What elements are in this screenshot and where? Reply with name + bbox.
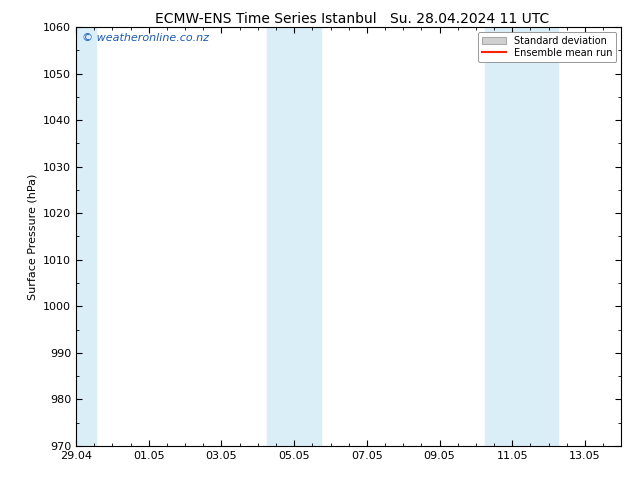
Bar [76,27,96,446]
Text: © weatheronline.co.nz: © weatheronline.co.nz [82,33,209,43]
Y-axis label: Surface Pressure (hPa): Surface Pressure (hPa) [27,173,37,299]
Bar [267,27,321,446]
Bar [485,27,558,446]
Text: Su. 28.04.2024 11 UTC: Su. 28.04.2024 11 UTC [389,12,549,26]
Text: ECMW-ENS Time Series Istanbul: ECMW-ENS Time Series Istanbul [155,12,377,26]
Legend: Standard deviation, Ensemble mean run: Standard deviation, Ensemble mean run [478,32,616,62]
